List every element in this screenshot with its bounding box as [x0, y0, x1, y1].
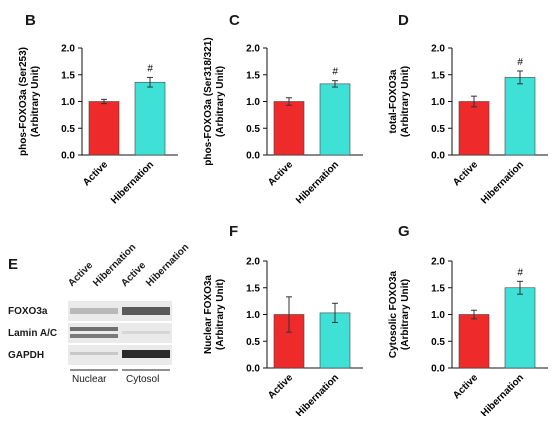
y-tick-label: 1.5: [431, 70, 445, 81]
significance-mark: #: [147, 63, 153, 74]
category-label: Active: [451, 372, 480, 401]
significance-mark: #: [517, 57, 523, 68]
category-label: Hibernation: [294, 372, 341, 416]
chart-c: 0.0 0.5 1.0 1.5 2.0 phos-FOXO3a (Ser318/321)(…: [203, 37, 363, 206]
category-label: Hibernation: [479, 159, 526, 206]
panel-letter-c: C: [229, 12, 240, 29]
y-tick-label: 1.5: [61, 70, 75, 81]
y-tick-label: 2.0: [431, 257, 445, 268]
y-axis-label: total-FOXO3a: [388, 69, 399, 133]
y-tick-label: 1.5: [246, 70, 260, 81]
y-tick-label: 1.0: [61, 97, 75, 108]
blot-row-lamin: Lamin A/C: [8, 328, 58, 339]
blot-strip-foxo3a: [68, 301, 172, 321]
significance-mark: #: [517, 267, 523, 278]
y-tick-label: 0.5: [431, 124, 445, 135]
y-axis-label: (Arbitrary Unit): [400, 66, 411, 137]
band: [122, 331, 170, 334]
chart-b: 0.0 0.5 1.0 1.5 2.0 phos-FOXO3a (Ser253) (Arbi…: [18, 44, 178, 206]
y-tick-label: 2.0: [246, 44, 260, 55]
y-tick-label: 1.0: [246, 97, 260, 108]
y-axis-label: Cytosolic FOXO3a: [388, 270, 399, 358]
fraction-nuclear: Nuclear: [72, 374, 107, 385]
y-tick-label: 0.0: [431, 364, 445, 375]
panel-letter-f: F: [229, 223, 239, 240]
panel-letter-b: B: [25, 12, 36, 29]
y-tick-label: 2.0: [431, 44, 445, 55]
panel-c: C 0.0 0.5 1.0 1.5 2.0 phos-FOXO3a (Ser318/321…: [185, 0, 370, 215]
y-tick-label: 0.5: [431, 337, 445, 348]
panel-letter-g: G: [398, 223, 410, 240]
y-tick-label: 2.0: [61, 44, 75, 55]
blot-row-gapdh: GAPDH: [8, 350, 45, 361]
y-axis-label: (Arbitrary Unit): [400, 279, 411, 350]
y-axis-label: (Arbitrary Unit): [215, 279, 226, 350]
bar-active: [88, 101, 120, 156]
chart-d: 0.0 0.5 1.0 1.5 2.0 total-FOXO3a (Arbitrary Un…: [388, 44, 548, 206]
bar-hibernation: [134, 81, 166, 156]
band: [70, 334, 118, 338]
y-tick-label: 0.0: [246, 364, 260, 375]
category-label: Active: [266, 159, 295, 188]
y-tick-label: 0.5: [246, 124, 260, 135]
western-blot-panel: Active Hibernation Active Hibernation FO…: [8, 242, 191, 406]
bar-hibernation: [504, 287, 536, 369]
y-tick-label: 1.0: [431, 310, 445, 321]
y-tick-label: 1.0: [246, 310, 260, 321]
y-tick-label: 1.0: [431, 97, 445, 108]
category-label: Hibernation: [479, 372, 526, 416]
y-tick-label: 0.0: [431, 151, 445, 162]
band: [70, 308, 118, 314]
y-axis-label: phos-FOXO3a (Ser253): [18, 47, 29, 156]
blot-row-foxo3a: FOXO3a: [8, 306, 48, 317]
y-tick-label: 0.5: [246, 337, 260, 348]
panel-d: D 0.0 0.5 1.0 1.5 2.0 total-FOXO3a (Arbitrary …: [370, 0, 554, 215]
y-axis-label: (Arbitrary Unit): [215, 66, 226, 137]
category-label: Active: [266, 372, 295, 401]
panel-letter-e: E: [8, 256, 19, 273]
fraction-cytosol: Cytosol: [126, 374, 160, 385]
panel-g: G 0.0 0.5 1.0 1.5 2.0 Cytosolic FOXO3a (Arbitr…: [370, 215, 554, 419]
y-tick-label: 1.5: [431, 283, 445, 294]
y-tick-label: 0.0: [246, 151, 260, 162]
significance-mark: #: [332, 67, 338, 78]
bar-active: [458, 101, 490, 156]
band: [70, 327, 118, 331]
panel-f: F 0.0 0.5 1.0 1.5 2.0 Nuclear FOXO3a (Arbitrar…: [185, 215, 370, 419]
bar-hibernation: [319, 83, 351, 156]
category-label: Hibernation: [109, 159, 156, 206]
y-tick-label: 0.0: [61, 151, 75, 162]
category-label: Active: [81, 159, 110, 188]
category-label: Active: [451, 159, 480, 188]
band: [70, 352, 118, 355]
chart-g: 0.0 0.5 1.0 1.5 2.0 Cytosolic FOXO3a (Arbitrar…: [388, 257, 548, 419]
category-label: Hibernation: [294, 159, 341, 206]
y-axis-label: phos-FOXO3a (Ser318/321): [203, 37, 214, 165]
y-axis-label: Nuclear FOXO3a: [203, 275, 214, 354]
bar-active: [273, 101, 305, 156]
band: [122, 350, 170, 358]
blot-image: [68, 301, 172, 371]
panel-b: B 0.0 0.5 1.0 1.5 2.0 phos-FOXO3a (Ser253) (Ar…: [0, 0, 185, 215]
y-axis-label: (Arbitrary Unit): [30, 66, 41, 137]
y-tick-label: 1.5: [246, 283, 260, 294]
band: [122, 307, 170, 315]
y-tick-label: 2.0: [246, 257, 260, 268]
panel-letter-d: D: [398, 12, 409, 29]
bar-hibernation: [504, 77, 536, 156]
y-tick-label: 0.5: [61, 124, 75, 135]
bar-active: [458, 314, 490, 369]
chart-f: 0.0 0.5 1.0 1.5 2.0 Nuclear FOXO3a (Arbitrary …: [203, 257, 363, 419]
